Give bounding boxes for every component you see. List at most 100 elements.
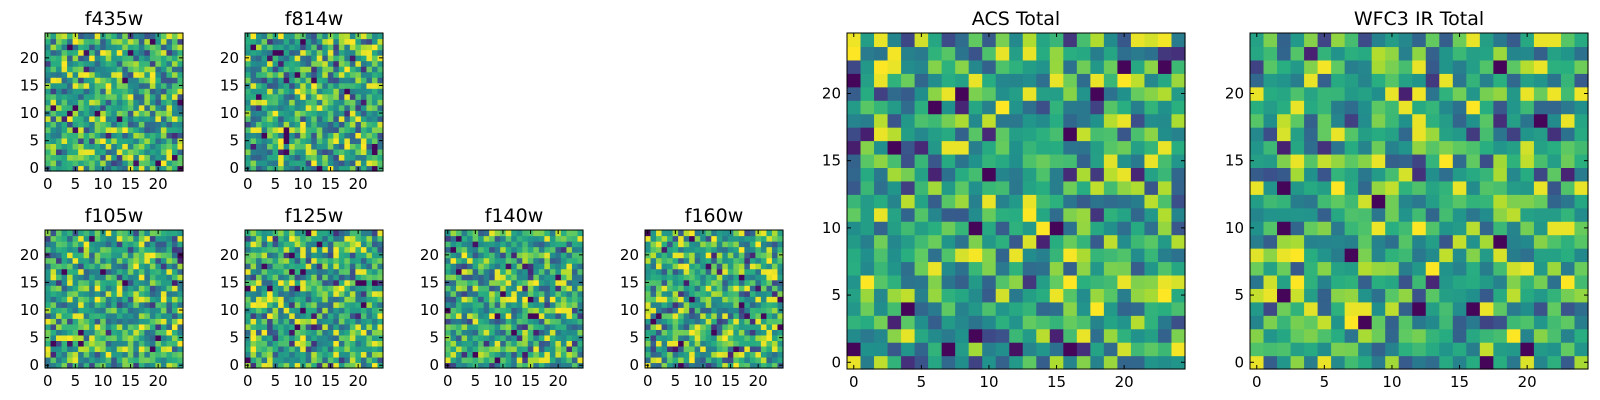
heatmap-cell — [371, 246, 379, 253]
heatmap-cell — [89, 60, 96, 67]
heatmap-cell — [650, 274, 657, 281]
heatmap-cell — [127, 49, 134, 56]
heatmap-cell — [105, 279, 112, 286]
heatmap-cell — [766, 268, 773, 275]
heatmap-cell — [527, 246, 534, 253]
heatmap-cell — [705, 296, 712, 303]
heatmap-cell — [656, 246, 663, 253]
heatmap-cell — [256, 362, 263, 369]
heatmap-cell — [171, 301, 179, 308]
heatmap-cell — [733, 307, 740, 314]
heatmap-cell — [78, 44, 85, 51]
heatmap-cell — [711, 356, 718, 364]
heatmap-cell — [1009, 274, 1024, 289]
heatmap-cell — [166, 345, 173, 353]
heatmap-cell — [355, 274, 362, 281]
heatmap-cell — [245, 44, 252, 51]
heatmap-cell — [177, 290, 184, 297]
heatmap-cell — [338, 88, 345, 95]
heatmap-cell — [144, 99, 151, 106]
heatmap-cell — [1452, 274, 1467, 289]
heatmap-cell — [83, 33, 90, 40]
heatmap-cell — [766, 296, 773, 303]
heatmap-cell — [56, 38, 63, 45]
heatmap-cell — [50, 230, 57, 237]
heatmap-cell — [83, 143, 90, 150]
heatmap-cell — [272, 329, 279, 336]
heatmap-cell — [1506, 288, 1521, 303]
heatmap-cell — [366, 356, 373, 364]
heatmap-cell — [294, 93, 301, 100]
heatmap-cell — [327, 285, 334, 292]
heatmap-cell — [744, 356, 751, 364]
heatmap-cell — [500, 252, 507, 259]
heatmap-cell — [683, 230, 690, 237]
heatmap-cell — [511, 312, 518, 319]
heatmap-cell — [56, 93, 63, 100]
axes-frame — [644, 229, 784, 369]
heatmap-cell — [887, 301, 902, 316]
heatmap-cell — [333, 246, 340, 253]
heatmap-cell — [83, 241, 90, 248]
heatmap-cell — [267, 318, 274, 325]
heatmap-cell — [711, 246, 718, 253]
heatmap-cell — [755, 334, 762, 341]
heatmap-cell — [305, 252, 312, 259]
heatmap-cell — [50, 362, 57, 369]
heatmap-cell — [1425, 167, 1440, 182]
x-tick-label: 5 — [917, 373, 927, 391]
heatmap-cell — [371, 268, 379, 275]
heatmap-cell — [722, 351, 729, 358]
heatmap-cell — [366, 66, 373, 73]
heatmap-cell — [1277, 180, 1292, 195]
heatmap-cell — [272, 60, 279, 67]
heatmap-cell — [50, 110, 57, 117]
heatmap-cell — [577, 296, 584, 303]
heatmap-cell — [483, 301, 490, 308]
heatmap-cell — [1022, 194, 1037, 209]
heatmap-cell — [489, 301, 496, 308]
heatmap-cell — [1520, 315, 1535, 330]
x-tick-label: 5 — [71, 372, 81, 390]
heatmap-cell — [333, 356, 340, 364]
x-tick-label: 20 — [349, 372, 368, 390]
heatmap-cell — [338, 44, 345, 51]
heatmap-cell — [72, 55, 79, 62]
heatmap-cell — [766, 318, 773, 325]
heatmap-cell — [50, 296, 57, 303]
heatmap-cell — [78, 93, 85, 100]
heatmap-cell — [72, 137, 79, 144]
heatmap-cell — [294, 318, 301, 325]
heatmap-cell — [94, 132, 101, 139]
heatmap-cell — [371, 143, 379, 150]
heatmap-cell — [700, 312, 707, 319]
heatmap-cell — [366, 93, 373, 100]
heatmap-cell — [661, 334, 668, 341]
heatmap-cell — [527, 235, 534, 242]
heatmap-cell — [155, 334, 162, 341]
heatmap-cell — [1547, 288, 1562, 303]
heatmap-cell — [45, 257, 52, 264]
heatmap-cell — [278, 268, 285, 275]
heatmap-cell — [478, 323, 485, 330]
heatmap-cell — [177, 285, 184, 292]
heatmap-cell — [61, 126, 68, 133]
heatmap-cell — [1493, 261, 1508, 276]
heatmap-cell — [250, 323, 257, 330]
heatmap-cell — [1439, 315, 1454, 330]
heatmap-cell — [166, 274, 173, 281]
heatmap-cell — [1036, 261, 1051, 276]
heatmap-cell — [1277, 207, 1292, 222]
heatmap-cell — [300, 137, 307, 144]
heatmap-cell — [1090, 248, 1105, 263]
heatmap-cell — [149, 165, 156, 172]
heatmap-cell — [100, 159, 107, 167]
heatmap-cell — [995, 73, 1010, 88]
heatmap-cell — [516, 274, 523, 281]
heatmap-cell — [327, 351, 334, 358]
heatmap-cell — [278, 351, 285, 358]
heatmap-cell — [67, 235, 74, 242]
heatmap-cell — [360, 318, 368, 325]
heatmap-cell — [349, 323, 356, 330]
heatmap-cell — [377, 60, 384, 67]
